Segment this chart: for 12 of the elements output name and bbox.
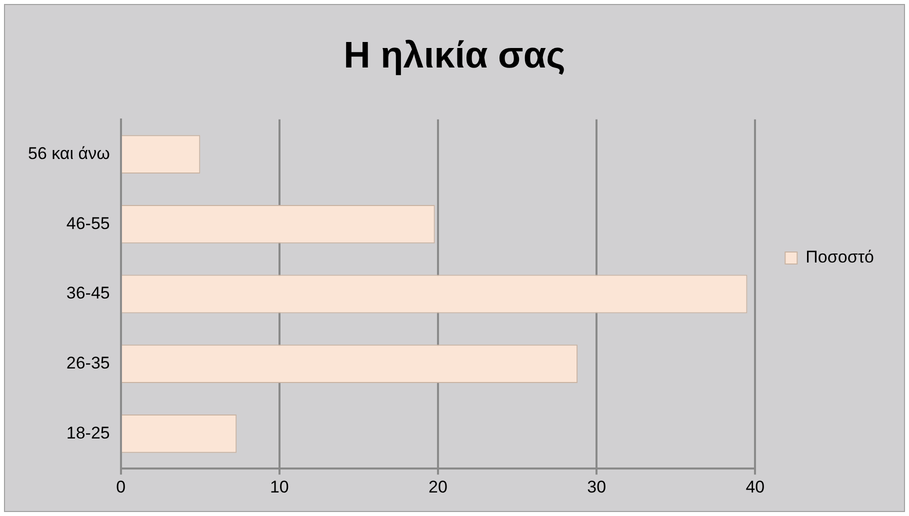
- y-tick-label: 26-35: [66, 354, 110, 373]
- y-tick-label: 56 και άνω: [28, 144, 110, 164]
- x-tick-label: 30: [587, 477, 606, 496]
- x-tick-label: 10: [270, 477, 289, 496]
- legend-label: Ποσοστό: [806, 248, 874, 267]
- y-tick-label: 18-25: [66, 423, 110, 442]
- x-tick-label: 40: [746, 477, 765, 496]
- y-tick-label: 46-55: [66, 214, 110, 233]
- chart-title: Η ηλικία σας: [344, 34, 566, 76]
- x-tick-label: 0: [116, 477, 126, 496]
- x-tick-label: 20: [428, 477, 448, 496]
- y-tick-label: 36-45: [66, 284, 110, 303]
